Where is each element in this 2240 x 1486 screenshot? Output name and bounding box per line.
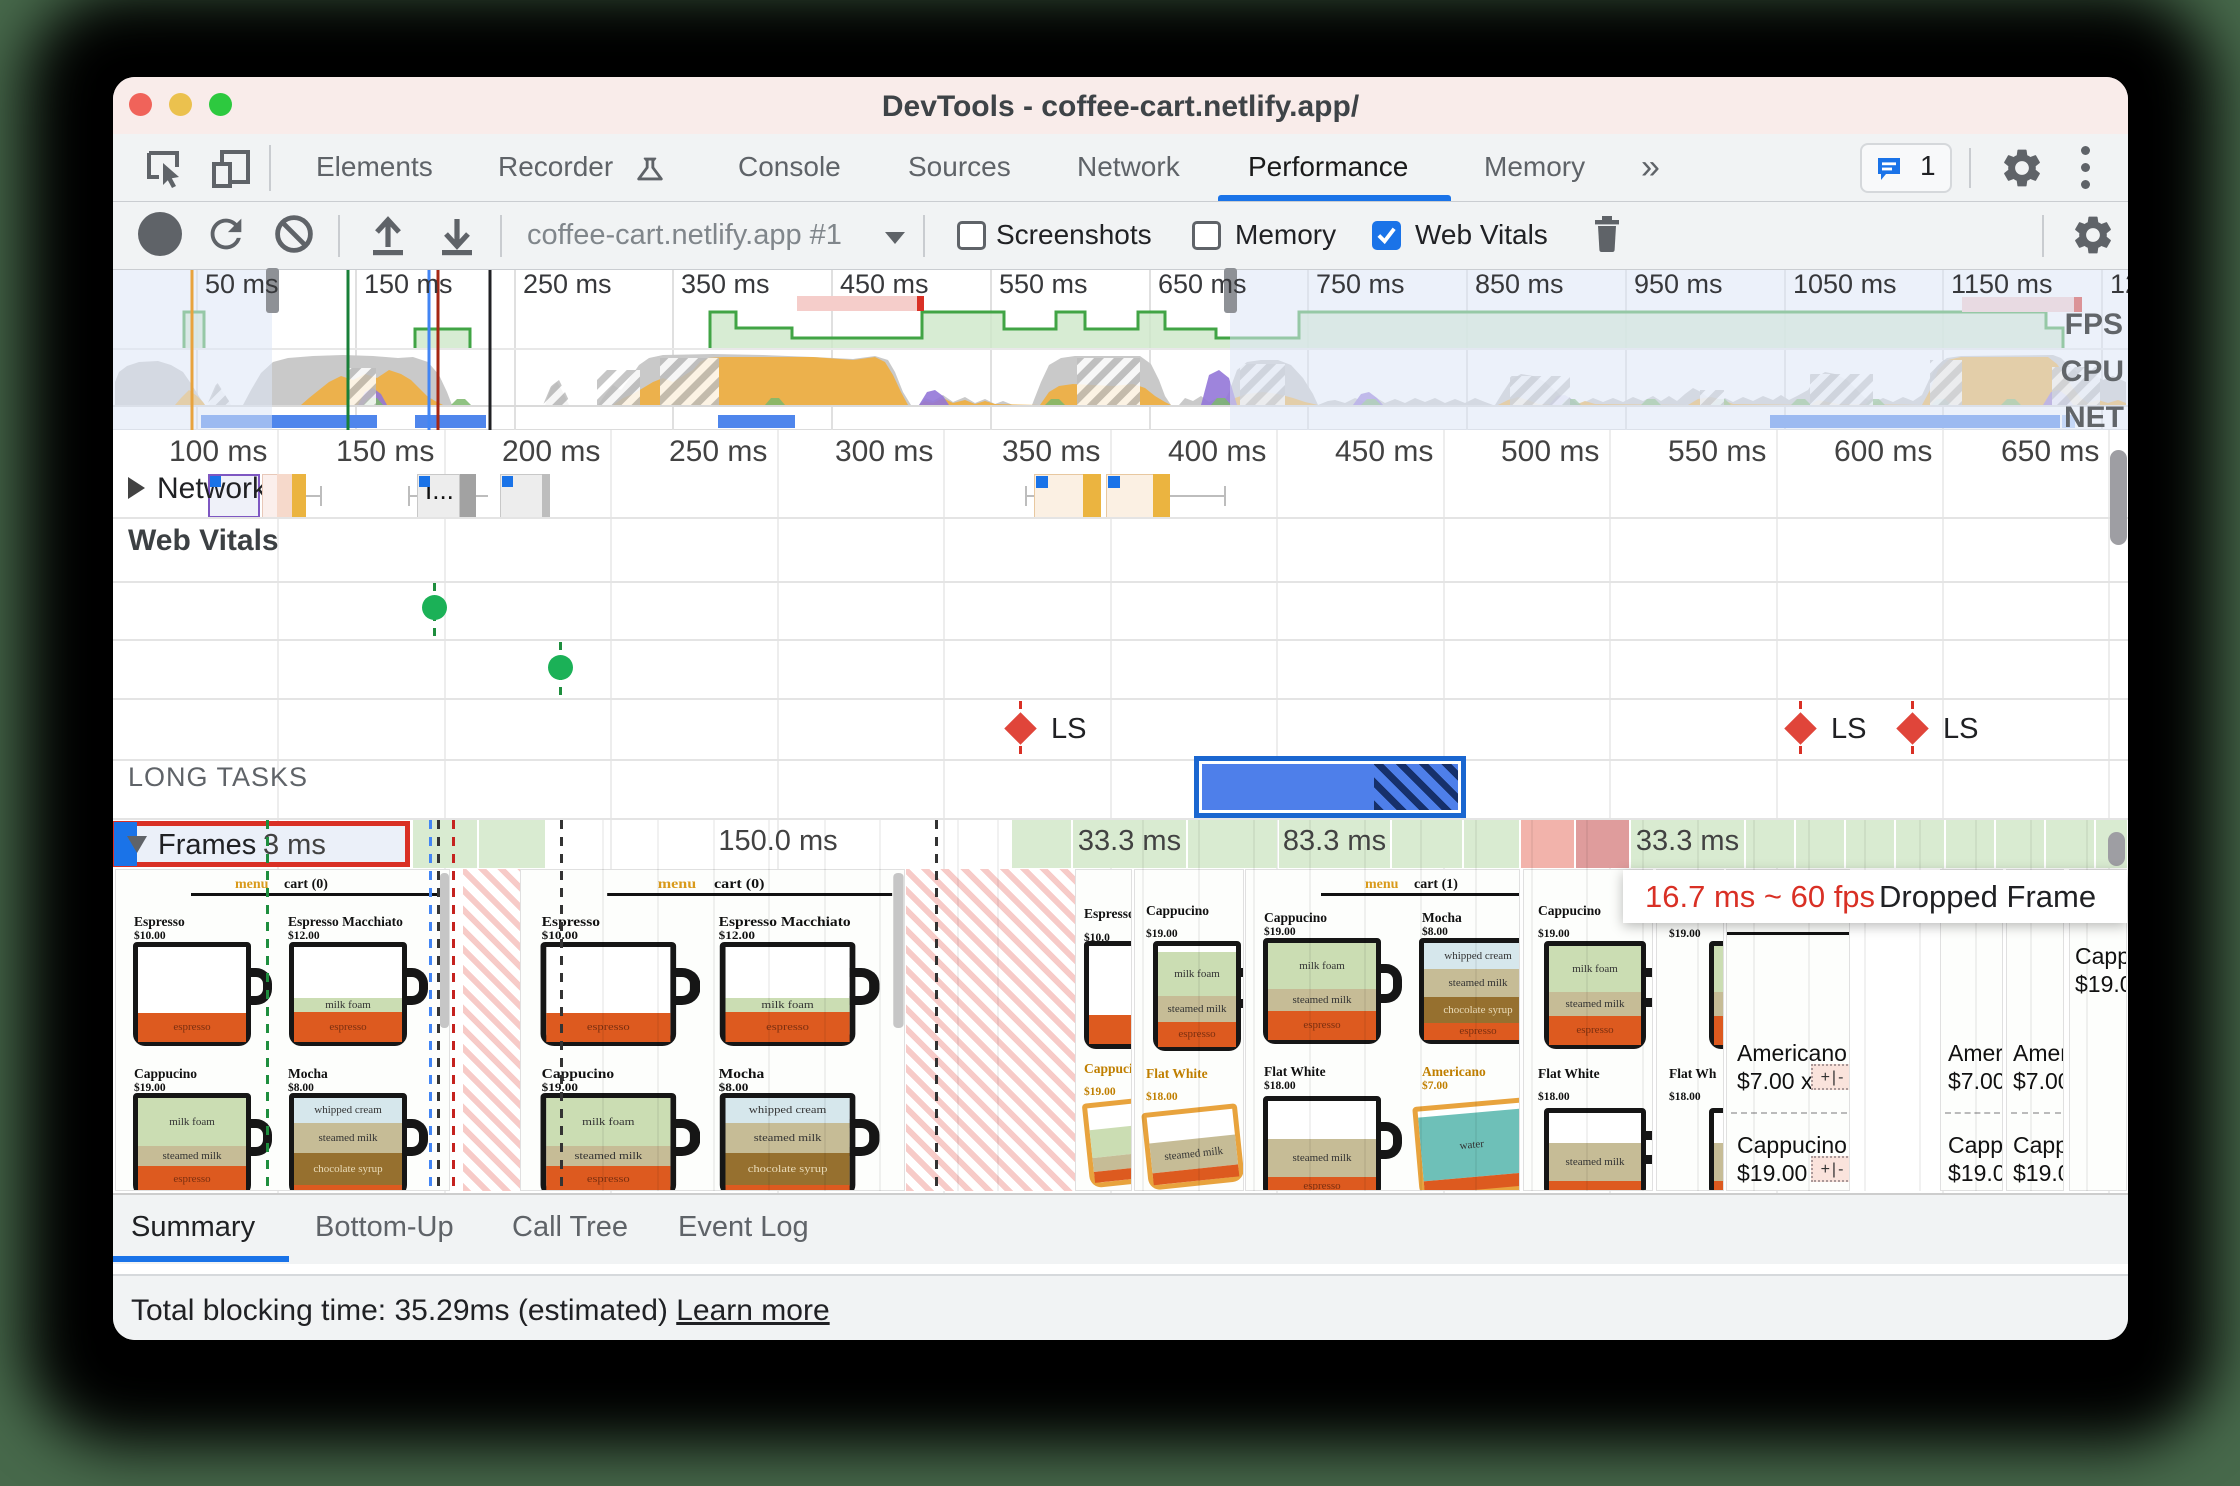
svg-text:FPS: FPS	[2065, 308, 2123, 341]
svg-text:1050 ms: 1050 ms	[1793, 269, 1897, 299]
svg-text:NET: NET	[2064, 401, 2124, 434]
svg-text:50 ms: 50 ms	[205, 269, 279, 299]
svg-text:550 ms: 550 ms	[999, 269, 1088, 299]
svg-text:650 ms: 650 ms	[1158, 269, 1247, 299]
svg-text:450 ms: 450 ms	[840, 269, 929, 299]
svg-text:125: 125	[2110, 269, 2128, 299]
svg-text:250 ms: 250 ms	[523, 269, 612, 299]
svg-text:1150 ms: 1150 ms	[1951, 269, 2053, 299]
svg-text:150 ms: 150 ms	[364, 269, 453, 299]
svg-text:350 ms: 350 ms	[681, 269, 770, 299]
svg-text:950 ms: 950 ms	[1634, 269, 1723, 299]
svg-text:CPU: CPU	[2061, 355, 2124, 388]
svg-text:850 ms: 850 ms	[1475, 269, 1564, 299]
svg-text:750 ms: 750 ms	[1316, 269, 1405, 299]
